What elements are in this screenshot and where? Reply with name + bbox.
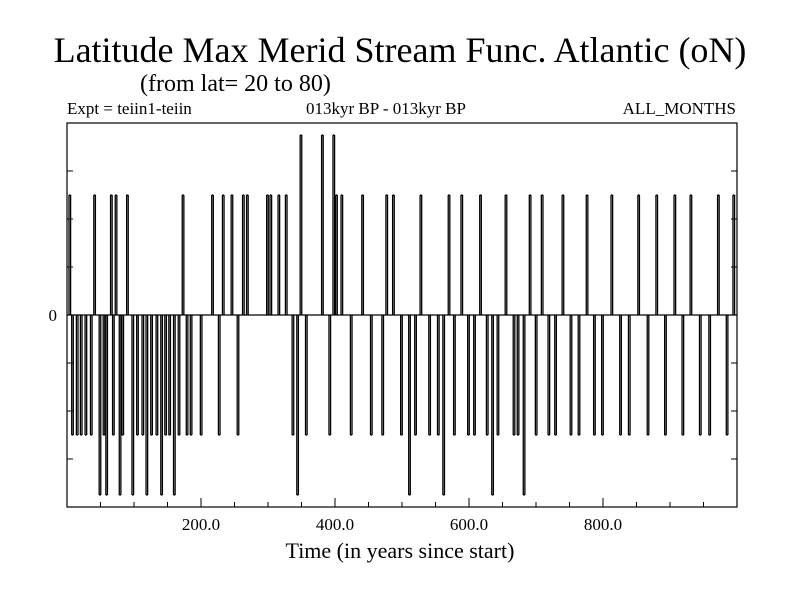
tick-labels: 200.0 400.0 600.0 800.0 0 xyxy=(49,306,623,534)
chart-subtitle: (from lat= 20 to 80) xyxy=(140,71,331,97)
chart-title: Latitude Max Merid Stream Func. Atlantic… xyxy=(53,30,747,70)
x-tick-label: 800.0 xyxy=(584,515,622,534)
period-label: 013kyr BP - 013kyr BP xyxy=(306,99,466,118)
months-label: ALL_MONTHS xyxy=(622,99,736,118)
plot-frame xyxy=(66,122,738,508)
x-tick-label: 400.0 xyxy=(316,515,354,534)
y-tick-label: 0 xyxy=(49,306,58,325)
experiment-label: Expt = teiin1-teiin xyxy=(67,99,192,118)
x-tick-label: 600.0 xyxy=(450,515,488,534)
x-tick-label: 200.0 xyxy=(182,515,220,534)
x-axis-label: Time (in years since start) xyxy=(285,538,515,563)
series-line xyxy=(68,134,736,496)
